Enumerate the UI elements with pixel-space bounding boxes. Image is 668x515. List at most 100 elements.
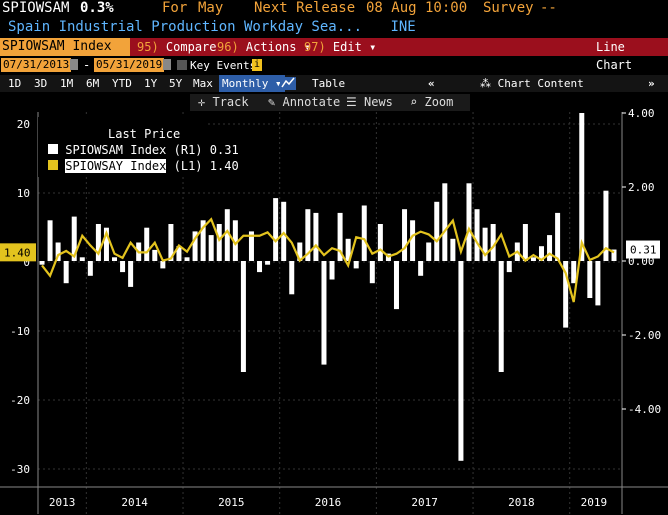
data-bar bbox=[95, 224, 101, 261]
edit-menu[interactable]: 97) Edit ▾ bbox=[304, 40, 377, 54]
data-bar bbox=[410, 220, 416, 261]
range-1y[interactable]: 1Y bbox=[144, 77, 158, 90]
frequency-dropdown[interactable]: Monthly ▾ bbox=[219, 75, 285, 92]
legend-item-series1[interactable]: SPIOWSAM Index (R1) 0.31 bbox=[48, 143, 239, 157]
legend-title: Last Price bbox=[108, 127, 181, 141]
x-tick-label: 2013 bbox=[49, 496, 76, 509]
change-value: 0.3% bbox=[80, 0, 114, 16]
data-bar bbox=[200, 220, 206, 261]
legend-item-series2[interactable]: SPIOWSAY Index (L1) 1.40 bbox=[48, 159, 239, 173]
period-value: May bbox=[198, 0, 224, 16]
line-chart-icon[interactable] bbox=[280, 77, 296, 90]
left-tick-label: -30 bbox=[10, 463, 30, 476]
data-bar bbox=[579, 113, 585, 261]
security-field[interactable]: SPIOWSAM Index bbox=[0, 38, 130, 56]
left-last-value-tag bbox=[0, 243, 36, 262]
survey-value: -- bbox=[540, 0, 557, 16]
data-bar bbox=[426, 242, 432, 261]
key-events-label: Key Events bbox=[190, 59, 257, 72]
range-ytd[interactable]: YTD bbox=[112, 77, 132, 90]
data-bar bbox=[103, 227, 109, 261]
actions-menu[interactable]: 96) Actions ▾ bbox=[217, 40, 311, 54]
chart-type-label[interactable]: Line Chart bbox=[596, 40, 633, 72]
range-1d[interactable]: 1D bbox=[8, 77, 22, 90]
range-6m[interactable]: 6M bbox=[86, 77, 100, 90]
right-tick-label: -2.00 bbox=[628, 329, 661, 342]
data-bar bbox=[466, 183, 472, 261]
data-bar bbox=[112, 257, 118, 261]
data-bar bbox=[595, 261, 601, 306]
data-bar bbox=[39, 261, 45, 265]
legend-swatch bbox=[48, 144, 58, 154]
start-date-field[interactable]: 07/31/2013 bbox=[1, 58, 72, 72]
data-bar bbox=[369, 261, 375, 284]
calendar-icon[interactable] bbox=[70, 59, 78, 70]
data-bar bbox=[498, 261, 504, 372]
left-tick-label: 0 bbox=[23, 256, 30, 269]
range-3d[interactable]: 3D bbox=[34, 77, 48, 90]
x-tick-label: 2019 bbox=[581, 496, 608, 509]
data-bar bbox=[377, 224, 383, 261]
data-bar bbox=[571, 261, 577, 284]
chevron-down-icon: ▾ bbox=[303, 40, 311, 54]
collapse-left-icon[interactable]: « bbox=[428, 77, 435, 90]
data-bar bbox=[490, 224, 496, 261]
data-bar bbox=[168, 224, 174, 261]
data-bar bbox=[555, 212, 561, 261]
info-icon[interactable]: i bbox=[252, 59, 262, 71]
compare-menu[interactable]: 95) Compare bbox=[137, 40, 217, 54]
data-bar bbox=[144, 227, 150, 261]
range-max[interactable]: Max bbox=[193, 77, 213, 90]
data-bar bbox=[71, 216, 77, 261]
settings-icon: ⁂ bbox=[480, 77, 491, 90]
chart-content-button[interactable]: ⁂ Chart Content bbox=[480, 77, 584, 90]
right-tick-label: 2.00 bbox=[628, 181, 655, 194]
x-tick-label: 2018 bbox=[508, 496, 535, 509]
track-tool[interactable]: ✛ Track bbox=[198, 95, 249, 109]
data-bar bbox=[482, 227, 488, 261]
range-1m[interactable]: 1M bbox=[60, 77, 74, 90]
subtitle-text: Spain Industrial Production Workday Sea.… bbox=[8, 19, 363, 35]
data-bar bbox=[273, 198, 279, 261]
key-events-checkbox[interactable] bbox=[177, 60, 187, 70]
data-bar bbox=[603, 190, 609, 261]
data-bar bbox=[353, 261, 359, 269]
next-release-label: Next Release bbox=[254, 0, 356, 16]
right-last-value-tag bbox=[626, 240, 660, 259]
date-separator: - bbox=[83, 58, 91, 72]
data-bar bbox=[563, 261, 569, 328]
legend-swatch bbox=[48, 160, 58, 170]
data-bar bbox=[63, 261, 69, 284]
data-bar bbox=[611, 249, 617, 261]
x-tick-label: 2016 bbox=[315, 496, 342, 509]
zoom-tool[interactable]: ⌕ Zoom bbox=[410, 95, 454, 109]
calendar-icon[interactable] bbox=[163, 59, 171, 70]
left-tick-label: -20 bbox=[10, 394, 30, 407]
right-tick-label: -4.00 bbox=[628, 403, 661, 416]
security-subtitle: Spain Industrial Production Workday Sea.… bbox=[8, 18, 416, 36]
left-last-value: 1.40 bbox=[4, 246, 31, 259]
x-tick-label: 2014 bbox=[121, 496, 148, 509]
data-bar bbox=[450, 238, 456, 261]
data-bar bbox=[538, 246, 544, 261]
collapse-right-icon[interactable]: » bbox=[648, 77, 655, 90]
data-bar bbox=[442, 183, 448, 261]
data-bar bbox=[506, 261, 512, 273]
annotate-tool[interactable]: ✎ Annotate bbox=[268, 95, 341, 109]
table-button[interactable]: Table bbox=[312, 77, 346, 90]
data-bar bbox=[120, 261, 126, 273]
data-bar bbox=[434, 201, 440, 261]
series-line bbox=[41, 217, 615, 303]
data-bar bbox=[321, 261, 327, 365]
range-toolbar: 1D 3D 1M 6M YTD 1Y 5Y Max Monthly ▾ Tabl… bbox=[0, 75, 668, 92]
data-bar bbox=[128, 261, 134, 287]
range-5y[interactable]: 5Y bbox=[169, 77, 183, 90]
for-label: For bbox=[162, 0, 188, 16]
pencil-icon: ✎ bbox=[268, 95, 276, 109]
news-tool[interactable]: ☰ News bbox=[346, 95, 393, 109]
chart-tools: ✛ Track ✎ Annotate ☰ News ⌕ Zoom bbox=[190, 94, 470, 111]
data-bar bbox=[305, 209, 311, 261]
end-date-field[interactable]: 05/31/2019 bbox=[94, 58, 165, 72]
data-bar bbox=[160, 261, 166, 269]
data-bar bbox=[281, 201, 287, 261]
